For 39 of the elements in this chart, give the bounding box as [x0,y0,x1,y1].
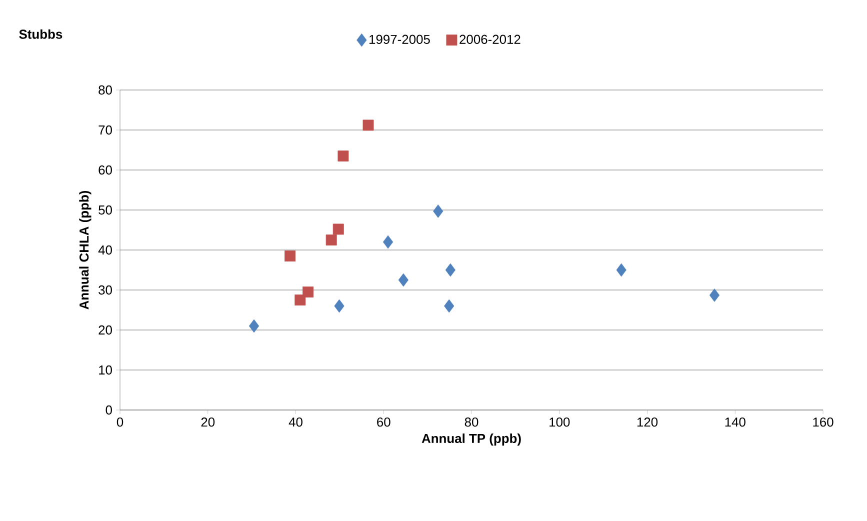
y-tick-label: 0 [106,405,112,415]
point [709,288,720,302]
point [444,299,454,313]
y-tick-label: 40 [98,245,112,255]
point [248,319,260,333]
x-axis-title: Annual TP (ppb) [422,434,521,446]
x-tick-label: 100 [550,418,570,427]
point [338,150,349,162]
x-tick-label: 120 [637,418,658,427]
point [332,224,344,235]
y-tick-label: 10 [99,365,112,375]
y-tick-label: 20 [98,325,112,335]
point [302,286,314,298]
point [445,263,456,277]
y-tick-label: 80 [98,85,112,95]
chart-title: Stubbs [19,29,62,39]
legend-label: 1997-2005 [370,34,430,44]
point [616,263,626,277]
point [362,120,374,131]
x-tick-label: 160 [813,418,834,427]
legend-label: 2006-2012 [460,34,520,44]
x-tick-label: 80 [464,418,478,427]
y-axis-title: Annual CHLA (ppb) [79,190,92,310]
point [284,250,296,262]
x-tick-label: 140 [725,418,746,427]
point [334,299,344,313]
point [398,273,408,287]
x-tick-label: 20 [201,418,215,427]
point [326,234,337,246]
x-tick-label: 40 [288,418,302,427]
x-tick-label: 0 [116,418,124,427]
point [382,235,394,249]
y-tick-label: 50 [98,205,112,215]
y-tick-label: 60 [98,165,112,175]
x-tick-label: 60 [377,418,390,427]
point [433,204,444,218]
y-tick-label: 30 [98,285,112,295]
y-tick-label: 70 [98,125,112,135]
point [294,294,306,306]
